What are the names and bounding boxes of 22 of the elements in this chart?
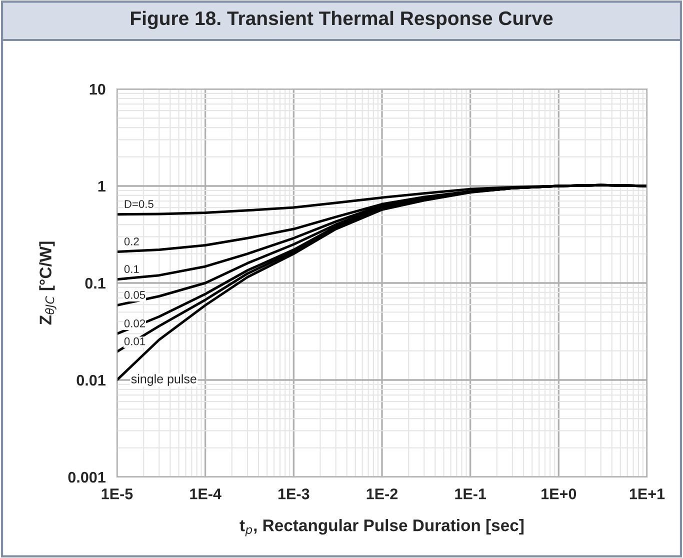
series-label: D=0.5 — [124, 200, 154, 208]
series-label: single pulse — [131, 374, 196, 386]
x-tick-label: 1E+0 — [542, 488, 576, 500]
y-tick-label: 1 — [98, 181, 106, 192]
x-tick-label: 1E-1 — [455, 488, 486, 500]
series-label: 0.1 — [124, 265, 139, 274]
y-tick-label: 10 — [90, 84, 106, 95]
series-label: 0.05 — [124, 290, 146, 299]
y-tick-label: 0.001 — [68, 472, 106, 483]
x-tick-label: 1E-4 — [190, 488, 222, 500]
y-tick-label: 0.01 — [76, 374, 106, 386]
x-axis-title: t$_{p}$, Rectangular Pulse Duration [sec] — [240, 519, 524, 536]
x-tick-label: 1E-2 — [366, 488, 398, 500]
chart-title: Figure 18. Transient Thermal Response Curve — [131, 10, 553, 30]
series-label: 0.2 — [124, 238, 139, 246]
series-label: 0.02 — [124, 319, 146, 328]
series-label: 0.01 — [124, 337, 146, 346]
x-tick-label: 1E-3 — [278, 488, 310, 500]
x-tick-label: 1E+1 — [630, 488, 665, 500]
y-axis-title: Z$_{θJC}$ [°C/W] — [39, 242, 56, 325]
y-tick-label: 0.1 — [85, 278, 106, 289]
x-tick-label: 1E-5 — [102, 488, 133, 500]
